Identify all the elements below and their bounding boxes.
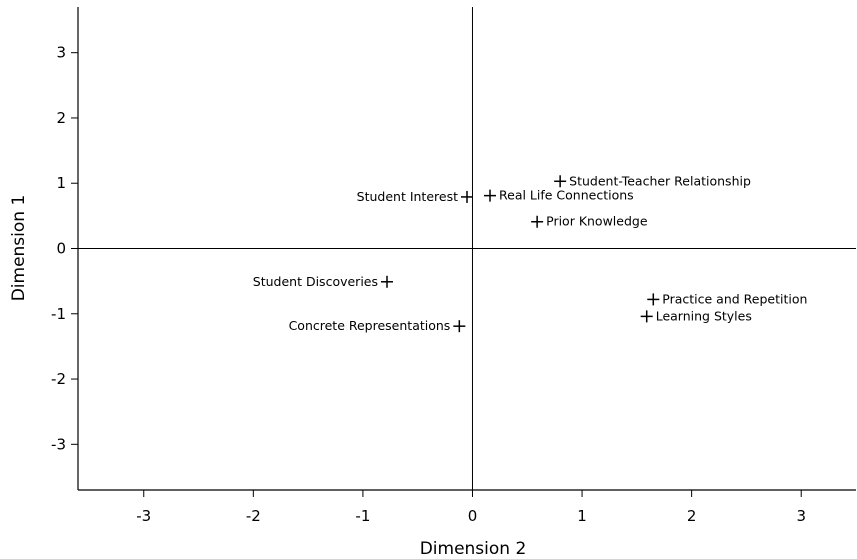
- point-label: Student Discoveries: [253, 274, 378, 289]
- point-label: Practice and Repetition: [662, 291, 807, 306]
- data-point: Prior Knowledge: [531, 214, 648, 229]
- point-label: Student-Teacher Relationship: [569, 173, 751, 188]
- reference-lines: [78, 7, 856, 490]
- data-point: Learning Styles: [640, 308, 752, 323]
- x-axis-ticks: -3 -2 -1 0 1 2 3: [136, 490, 806, 525]
- y-axis-title: Dimension 1: [9, 195, 29, 302]
- y-tick-label: -1: [51, 305, 66, 323]
- y-tick-label: -3: [51, 435, 66, 453]
- point-label: Prior Knowledge: [546, 214, 648, 229]
- x-tick-label: -1: [355, 507, 370, 525]
- x-tick-label: -2: [246, 507, 261, 525]
- x-tick-label: 1: [577, 507, 587, 525]
- x-tick-label: 2: [687, 507, 697, 525]
- y-tick-label: 3: [56, 44, 66, 62]
- data-point: Concrete Representations: [289, 318, 466, 333]
- y-axis-ticks: 3 2 1 0 -1 -2 -3: [51, 44, 78, 453]
- data-point: Real Life Connections: [484, 188, 634, 203]
- point-label: Student Interest: [357, 189, 458, 204]
- y-tick-label: -2: [51, 370, 66, 388]
- x-axis-title: Dimension 2: [420, 539, 527, 559]
- data-point: Student Discoveries: [253, 274, 394, 289]
- data-point: Student-Teacher Relationship: [554, 173, 751, 188]
- x-tick-label: 3: [796, 507, 806, 525]
- point-label: Concrete Representations: [289, 318, 451, 333]
- x-tick-label: -3: [136, 507, 151, 525]
- point-label: Real Life Connections: [499, 188, 634, 203]
- y-tick-label: 0: [56, 240, 66, 258]
- x-tick-label: 0: [468, 507, 478, 525]
- data-points: Student-Teacher Relationship Student Inte…: [253, 173, 808, 333]
- point-label: Learning Styles: [656, 308, 752, 323]
- y-tick-label: 2: [56, 109, 66, 127]
- y-tick-label: 1: [56, 174, 66, 192]
- data-point: Practice and Repetition: [647, 291, 807, 306]
- data-point: Student Interest: [357, 189, 473, 204]
